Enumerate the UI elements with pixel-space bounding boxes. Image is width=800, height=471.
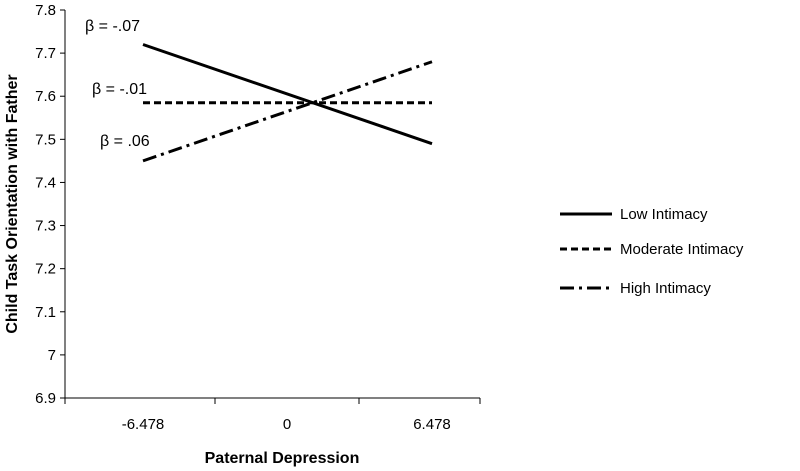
y-tick-label: 7.7: [35, 45, 56, 62]
legend-label: High Intimacy: [620, 280, 711, 297]
x-axis-ticks: -6.478 0 6.478: [64, 398, 481, 433]
beta-annotation: β = .06: [100, 133, 150, 150]
y-tick-label: 7.6: [35, 88, 56, 105]
series-line-low-intimacy: [142, 43, 433, 146]
series-line-high-intimacy: [142, 60, 433, 163]
legend: Low Intimacy Moderate Intimacy High Intima…: [560, 206, 744, 297]
beta-annotation: β = -.01: [92, 81, 147, 98]
beta-annotation: β = -.07: [85, 18, 140, 35]
x-tick-label: 0: [283, 416, 291, 433]
x-tick-label: 6.478: [413, 416, 451, 433]
y-axis-ticks: 6.9 7 7.1 7.2 7.3 7.4 7.5 7.6 7.7 7.8: [35, 2, 65, 407]
y-axis-title: Child Task Orientation with Father: [4, 74, 21, 333]
y-tick-label: 7.1: [35, 304, 56, 321]
y-tick-label: 7.3: [35, 218, 56, 235]
x-axis-title: Paternal Depression: [205, 450, 360, 467]
legend-label: Moderate Intimacy: [620, 241, 744, 258]
x-tick-label: -6.478: [122, 416, 165, 433]
y-tick-label: 7.4: [35, 174, 56, 191]
series-lines: [142, 43, 433, 163]
beta-annotations: β = -.07 β = -.01 β = .06: [85, 18, 150, 150]
legend-label: Low Intimacy: [620, 206, 708, 223]
y-tick-label: 7: [48, 347, 56, 364]
y-tick-label: 6.9: [35, 390, 56, 407]
y-tick-label: 7.8: [35, 2, 56, 19]
y-tick-label: 7.5: [35, 131, 56, 148]
axes: [64, 10, 480, 399]
y-tick-label: 7.2: [35, 261, 56, 278]
